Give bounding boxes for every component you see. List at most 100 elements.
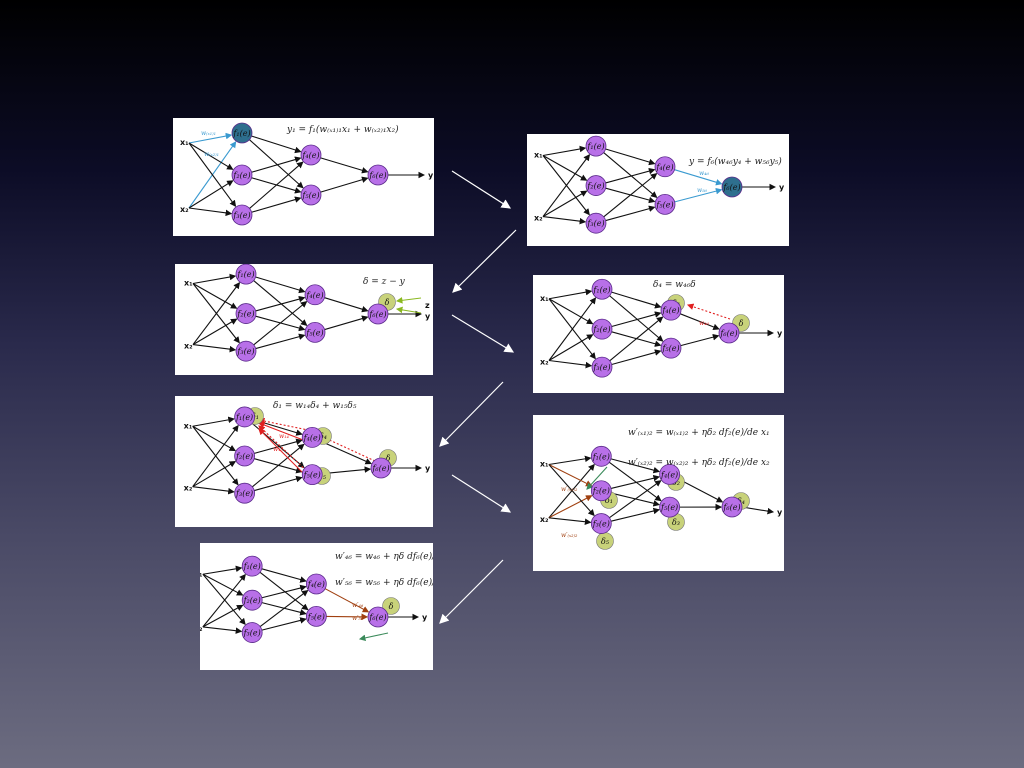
neuron-label: f₆(e) [722, 183, 740, 192]
neuron-f3: f₃(e) [231, 204, 253, 226]
neuron-label: f₁(e) [232, 129, 250, 138]
panel-forward-layer1: f₁(e) f₂(e) f₃(e) f₄(e) f₅(e) f₆(e) x₁ x₂ y y₁ = … [173, 118, 434, 236]
neuron-label: f₄(e) [303, 433, 321, 442]
neuron-label: f₁(e) [592, 452, 610, 461]
backprop-arrow [395, 306, 422, 314]
edge-x2-f2 [548, 495, 593, 519]
edge-x2-f2 [548, 334, 594, 361]
edge-x1-f3 [548, 298, 596, 360]
neuron-label: f₂(e) [586, 182, 604, 191]
neuron-label: f₃(e) [592, 520, 610, 529]
neuron-f2: f₂(e) [231, 164, 253, 186]
neuron-label: f₄(e) [301, 151, 319, 160]
edge-x1-f2 [192, 283, 238, 309]
output-y-label: y [777, 508, 783, 517]
edge-f1-f5 [259, 571, 309, 611]
neuron-f4: f₄(e) [305, 573, 327, 595]
edge-f4-f6 [678, 478, 724, 503]
neuron-label: f₂(e) [235, 452, 253, 461]
neuron-f4: f₄(e) [304, 284, 326, 306]
backprop-arrow [258, 425, 313, 477]
input-x1-label: x₁ [540, 294, 549, 303]
neuron-f5: f₅(e) [659, 496, 681, 518]
edge-x1-f2 [192, 425, 237, 452]
edge-f3-f4 [609, 316, 664, 362]
neuron-label: f₁(e) [243, 562, 261, 571]
backprop-arrow [358, 632, 389, 642]
neuron-label: f₂(e) [236, 310, 254, 319]
flow-arrow-1 [451, 170, 512, 209]
neuron-f6: f₆(e) [367, 303, 389, 325]
panel-backprop-hidden1: δ₁δ₄δ₅δf₁(e)f₂(e)f₃(e)f₄(e)f₅(e)f₆(e)x₁x… [175, 396, 433, 527]
neuron-f2: f₂(e) [241, 589, 263, 611]
neuron-label: f₃(e) [586, 219, 604, 228]
edge-f5-f6 [324, 315, 369, 331]
neuron-f5: f₅(e) [301, 464, 323, 486]
edge-f4-f6 [324, 588, 370, 613]
equation-1: w′₍ₓ₁₎₂ = w₍ₓ₁₎₂ + ηδ₂ df₂(e)/de x₁ [628, 427, 770, 438]
neuron-f6: f₆(e) [370, 457, 392, 479]
neuron-label: f₂(e) [592, 325, 610, 334]
edge-x1-f3 [192, 425, 239, 486]
edge-x1-f1 [548, 455, 592, 466]
edge-f3-f5 [254, 475, 303, 492]
weight-label: w₍ₓ₂₎₁ [204, 151, 219, 158]
output-y-label: y [777, 329, 783, 338]
input-x1-label: x₁ [180, 138, 189, 147]
edge-x2-f2 [542, 190, 588, 218]
neuron-label: f₄(e) [661, 306, 679, 315]
weight-label: w′₍ₓ₁₎₂ [561, 486, 578, 493]
neuron-f2: f₂(e) [235, 303, 257, 324]
edge-f3-f4 [251, 443, 305, 488]
neuron-f6: f₆(e) [718, 322, 740, 344]
panel-weight-update-output: δ f₁(e) f₂(e) f₃(e) f₄(e) f₅(e) f₆(e) x₁ x₂ y w′₄₆… [200, 543, 433, 670]
panel-forward-output: f₁(e) f₂(e) f₃(e) f₄(e) f₅(e) f₆(e) x₁ x₂ y y = f… [527, 134, 789, 246]
delta-label: δ₄ [319, 432, 327, 441]
neuron-label: f₆(e) [371, 464, 389, 473]
neuron-label: f₁(e) [236, 270, 254, 279]
edge-f1-f5 [249, 139, 304, 189]
input-x2-label: x₂ [200, 624, 203, 633]
edge-f3-f4 [603, 173, 658, 218]
neuron-f1: f₁(e) [590, 445, 612, 467]
edge-x2-f2 [192, 461, 237, 488]
weight-label: w′₄₆ [352, 602, 364, 609]
edge-x1-f2 [202, 573, 244, 596]
neuron-label: f₆(e) [368, 310, 386, 319]
neuron-f4: f₄(e) [659, 463, 681, 485]
edge-x1-f2 [188, 142, 234, 170]
input-x1-label: x₁ [184, 279, 193, 288]
edge-x2-f3 [192, 486, 235, 495]
equation: δ₄ = w₄₆δ [653, 280, 696, 290]
edge-f2-f4 [605, 167, 656, 184]
edge-f4-f6 [321, 440, 372, 465]
edge-x2-f3 [548, 517, 592, 526]
output-y-label: y [422, 613, 428, 622]
delta-label: δ₄ [737, 497, 745, 506]
delta-label: δ [386, 454, 391, 463]
neuron-label: f₃(e) [243, 629, 261, 638]
neuron-label: f₅(e) [305, 328, 323, 337]
weight-label: w₄₆ [699, 170, 710, 177]
edge-f2-f4 [251, 156, 302, 173]
output-y-label: y [428, 171, 434, 180]
weight-label: w′₍ₓ₂₎₂ [561, 532, 578, 539]
edge-f4-f6 [324, 297, 369, 313]
network-diagram: δ₁δ₂δ₃δ₄δ₅f₁(e)f₂(e)f₃(e)f₄(e)f₅(e)f₆(e)… [540, 427, 783, 550]
backprop-arrow [257, 417, 314, 432]
edge-x1-f3 [542, 155, 590, 216]
edge-x1-f1 [202, 565, 243, 575]
edge-f3-f5 [251, 196, 302, 213]
input-x2-label: x₂ [184, 342, 193, 351]
backprop-arrow [686, 303, 731, 320]
edge-f1-f4 [611, 291, 662, 309]
edge-f3-f4 [609, 480, 662, 519]
neuron-label: f₅(e) [655, 200, 673, 209]
input-x1-label: x₁ [184, 421, 193, 430]
edge-x2-f3 [548, 359, 593, 369]
neuron-label: f₄(e) [655, 163, 673, 172]
neuron-f3: f₃(e) [241, 622, 263, 643]
neuron-f4: f₄(e) [300, 144, 322, 166]
delta-label: δ₃ [672, 518, 680, 527]
